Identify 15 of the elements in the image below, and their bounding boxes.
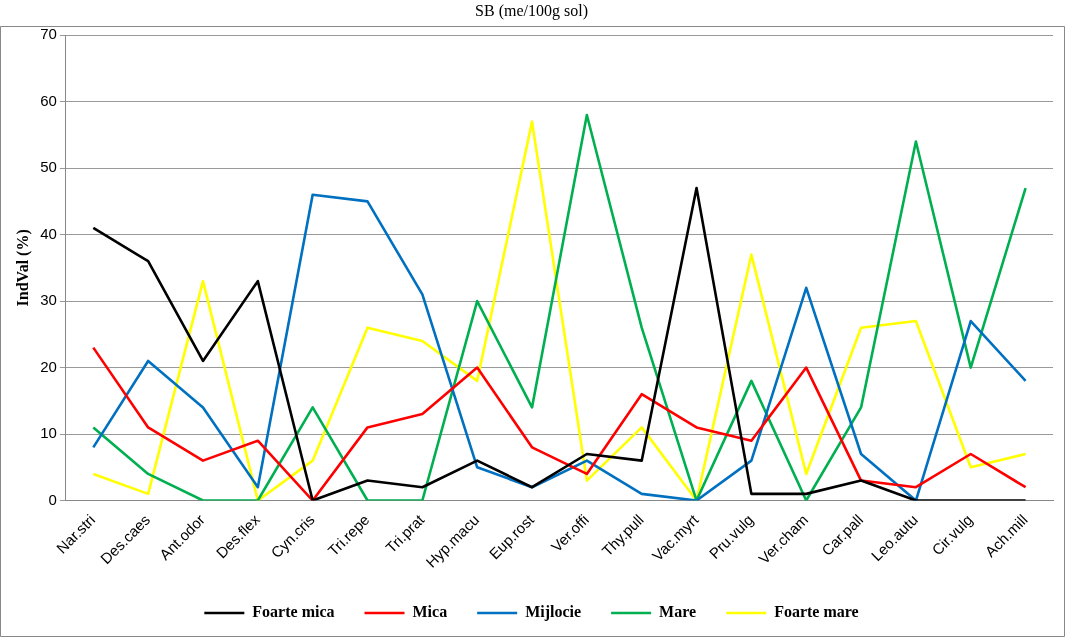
- y-tick-label: 60: [40, 91, 57, 109]
- legend-label: Mare: [659, 603, 697, 621]
- y-tick-label: 70: [40, 25, 57, 43]
- y-tick-label: 10: [40, 424, 57, 442]
- y-tick-label: 0: [48, 490, 57, 508]
- legend-label: Mica: [412, 603, 448, 621]
- y-tick-label: 50: [40, 158, 57, 176]
- y-tick-label: 40: [40, 224, 57, 242]
- legend-label: Foarte mica: [252, 603, 335, 621]
- y-axis-title: IndVal (%): [13, 229, 32, 307]
- chart-title: SB (me/100g sol): [475, 1, 588, 20]
- y-tick-label: 30: [40, 291, 57, 309]
- y-tick-label: 20: [40, 357, 57, 375]
- legend-label: Foarte mare: [774, 603, 859, 621]
- legend-label: Mijlocie: [525, 603, 582, 622]
